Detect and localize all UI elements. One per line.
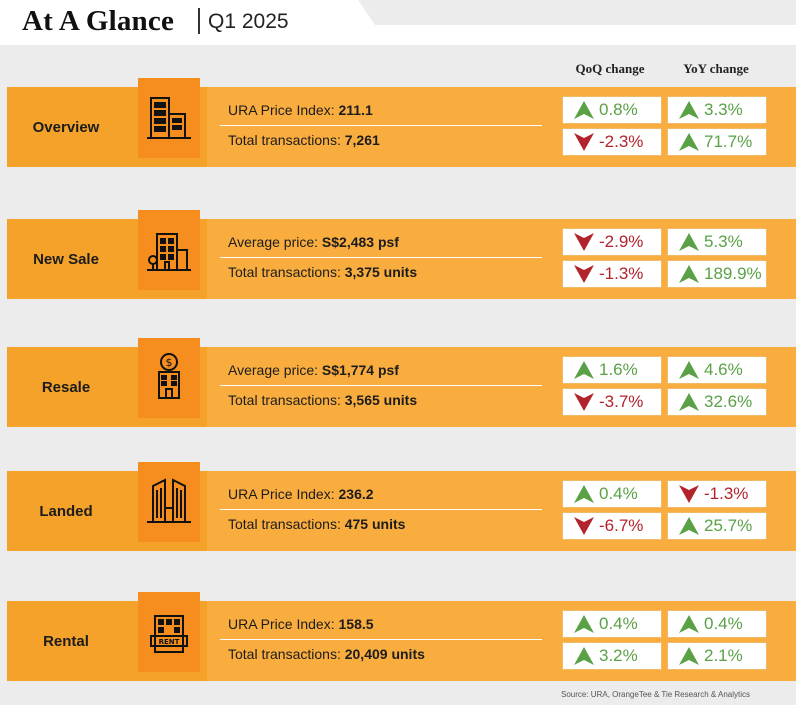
yoy-change-cell: -1.3% (667, 480, 767, 508)
qoq-change-cell: -3.7% (562, 388, 662, 416)
section-new-sale: New Sale Average price: S$2,483 psf Tota… (0, 210, 796, 300)
resale-building-dollar-icon: $ (138, 338, 200, 418)
section-resale: Resale $ Average price: S$1,774 psf Tota… (0, 338, 796, 428)
section-rental: Rental RENT URA Price Index: 158.5 Total… (0, 592, 796, 682)
metric-row-2: Total transactions: 3,375 units (228, 264, 418, 280)
arrow-up-icon (679, 265, 699, 283)
yoy-change-cell: 5.3% (667, 228, 767, 256)
source-note: Source: URA, OrangeTee & Tie Research & … (561, 690, 750, 699)
header-strip (375, 25, 796, 45)
yoy-change-cell: 71.7% (667, 128, 767, 156)
qoq-change-cell: 1.6% (562, 356, 662, 384)
arrow-down-icon (574, 133, 594, 151)
title-divider (198, 8, 200, 34)
section-overview: Overview URA Price Index: 211.1 Total tr… (0, 78, 796, 168)
arrow-up-icon (679, 647, 699, 665)
yoy-change-cell: 189.9% (667, 260, 767, 288)
yoy-change-cell: 32.6% (667, 388, 767, 416)
arrow-up-icon (574, 361, 594, 379)
metric-row-1: URA Price Index: 158.5 (228, 616, 374, 632)
yoy-change-cell: 3.3% (667, 96, 767, 124)
yoy-change-cell: 2.1% (667, 642, 767, 670)
office-buildings-icon (138, 78, 200, 158)
row-divider (220, 509, 542, 510)
svg-text:RENT: RENT (159, 638, 180, 646)
row-divider (220, 257, 542, 258)
section-label: Rental (43, 632, 89, 650)
arrow-down-icon (679, 485, 699, 503)
arrow-down-icon (574, 265, 594, 283)
metric-row-1: Average price: S$2,483 psf (228, 234, 399, 250)
section-label: New Sale (33, 250, 99, 268)
page-title: At A Glance (22, 5, 175, 37)
period-label: Q1 2025 (208, 10, 289, 33)
section-landed: Landed URA Price Index: 236.2 Total tran… (0, 462, 796, 552)
arrow-up-icon (574, 647, 594, 665)
svg-text:$: $ (166, 356, 173, 369)
metric-row-2: Total transactions: 475 units (228, 516, 406, 532)
landed-towers-icon (138, 462, 200, 542)
arrow-down-icon (574, 233, 594, 251)
arrow-up-icon (574, 101, 594, 119)
yoy-change-cell: 25.7% (667, 512, 767, 540)
arrow-up-icon (574, 615, 594, 633)
section-label: Overview (32, 118, 100, 136)
header-band (0, 0, 375, 45)
new-building-icon (138, 210, 200, 290)
arrow-up-icon (574, 485, 594, 503)
yoy-change-cell: 4.6% (667, 356, 767, 384)
qoq-change-cell: 3.2% (562, 642, 662, 670)
qoq-change-cell: -2.3% (562, 128, 662, 156)
arrow-up-icon (679, 133, 699, 151)
arrow-down-icon (574, 393, 594, 411)
row-divider (220, 385, 542, 386)
qoq-change-cell: 0.4% (562, 610, 662, 638)
qoq-change-cell: 0.4% (562, 480, 662, 508)
rent-building-icon: RENT (138, 592, 200, 672)
yoy-change-cell: 0.4% (667, 610, 767, 638)
arrow-up-icon (679, 517, 699, 535)
section-label: Resale (41, 378, 91, 396)
section-label: Landed (39, 502, 93, 520)
qoq-column-header: QoQ change (575, 61, 645, 76)
arrow-up-icon (679, 393, 699, 411)
arrow-up-icon (679, 101, 699, 119)
metric-row-1: Average price: S$1,774 psf (228, 362, 399, 378)
arrow-up-icon (679, 233, 699, 251)
metric-row-2: Total transactions: 3,565 units (228, 392, 418, 408)
metric-row-2: Total transactions: 7,261 (228, 132, 380, 148)
qoq-change-cell: 0.8% (562, 96, 662, 124)
arrow-up-icon (679, 615, 699, 633)
metric-row-2: Total transactions: 20,409 units (228, 646, 425, 662)
qoq-change-cell: -1.3% (562, 260, 662, 288)
metric-row-1: URA Price Index: 211.1 (228, 102, 373, 118)
qoq-change-cell: -2.9% (562, 228, 662, 256)
arrow-up-icon (679, 361, 699, 379)
row-divider (220, 639, 542, 640)
arrow-down-icon (574, 517, 594, 535)
qoq-change-cell: -6.7% (562, 512, 662, 540)
metric-row-1: URA Price Index: 236.2 (228, 486, 374, 502)
row-divider (220, 125, 542, 126)
yoy-column-header: YoY change (683, 61, 749, 76)
